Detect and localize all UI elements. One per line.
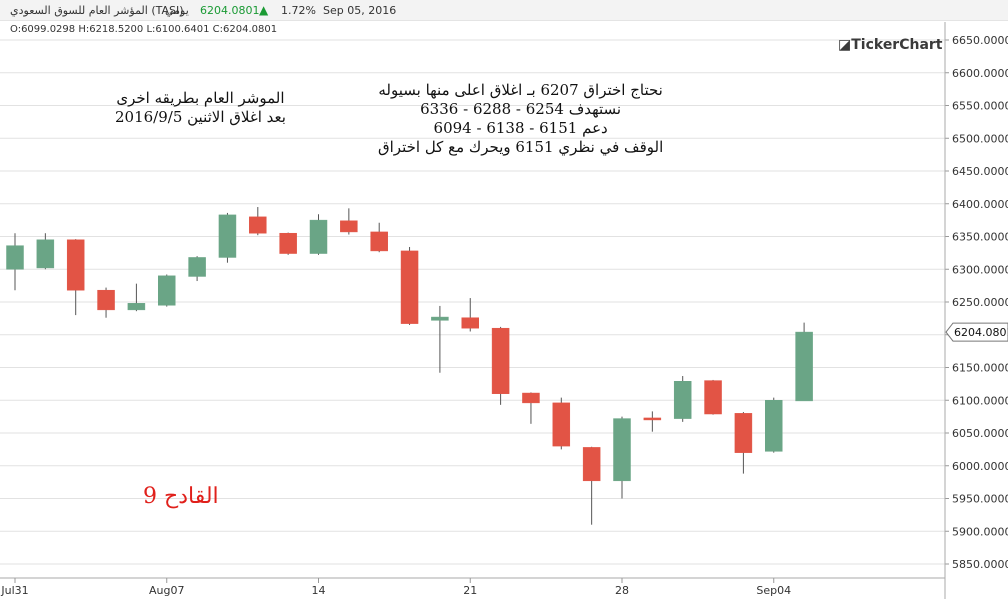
footer-label: القادح 9 bbox=[143, 484, 219, 509]
annotation-right: نحتاج اختراق 6207 بـ اغلاق اعلى منها بسي… bbox=[378, 81, 663, 157]
candle-body[interactable] bbox=[188, 257, 206, 277]
candle-body[interactable] bbox=[552, 402, 571, 447]
brand-name: TickerChart bbox=[851, 37, 943, 53]
y-tick-label: 6600.0000 bbox=[952, 67, 1008, 80]
candle-body[interactable] bbox=[127, 303, 146, 311]
candle-body[interactable] bbox=[461, 317, 479, 329]
candle-body[interactable] bbox=[218, 214, 237, 258]
x-tick-label: Sep04 bbox=[756, 584, 791, 597]
y-tick-label: 6350.0000 bbox=[952, 231, 1008, 244]
x-tick-label: 14 bbox=[312, 584, 326, 597]
candle-body[interactable] bbox=[704, 380, 722, 415]
change-percent: 1.72% bbox=[281, 4, 316, 17]
candle-body[interactable] bbox=[97, 289, 115, 311]
annotation-right-line4: الوقف في نظري 6151 ويحرك مع كل اختراق bbox=[378, 138, 664, 156]
candle-body[interactable] bbox=[249, 216, 267, 234]
annotation-left-line2: بعد اغلاق الاثنين 2016/9/5 bbox=[115, 108, 286, 126]
candle-body[interactable] bbox=[613, 418, 631, 482]
last-price-tag bbox=[945, 322, 1008, 342]
logo-icon: ◪ bbox=[838, 37, 852, 53]
annotation-right-line2: نستهدف 6254 - 6288 - 6336 bbox=[420, 100, 622, 118]
y-tick-label: 6450.0000 bbox=[952, 165, 1008, 178]
candle-body[interactable] bbox=[734, 413, 753, 453]
y-tick-label: 5900.0000 bbox=[952, 525, 1008, 538]
y-tick-label: 6400.0000 bbox=[952, 198, 1008, 211]
candle-body[interactable] bbox=[795, 331, 813, 402]
candle-body[interactable] bbox=[340, 220, 358, 233]
x-tick-label: 28 bbox=[615, 584, 629, 597]
y-tick-label: 5950.0000 bbox=[952, 493, 1008, 506]
candle-body[interactable] bbox=[36, 239, 55, 269]
up-arrow-icon: ▲ bbox=[259, 3, 269, 17]
candle-body[interactable] bbox=[643, 417, 662, 421]
x-tick-label: 21 bbox=[463, 584, 477, 597]
y-tick-label: 6650.0000 bbox=[952, 34, 1008, 47]
candle-body[interactable] bbox=[400, 250, 419, 324]
annotation-right-line1: نحتاج اختراق 6207 بـ اغلاق اعلى منها بسي… bbox=[378, 81, 663, 99]
annotation-left: الموشر العام بطريقه اخرى بعد اغلاق الاثن… bbox=[115, 89, 286, 127]
candle-body[interactable] bbox=[431, 316, 449, 321]
x-tick-label: Aug07 bbox=[149, 584, 184, 597]
y-tick-label: 6250.0000 bbox=[952, 296, 1008, 309]
y-tick-label: 6050.0000 bbox=[952, 427, 1008, 440]
candle-body[interactable] bbox=[673, 381, 692, 419]
y-tick-label: 5850.0000 bbox=[952, 558, 1008, 571]
candle-body[interactable] bbox=[158, 275, 176, 306]
ohlc-readout: O:6099.0298 H:6218.5200 L:6100.6401 C:62… bbox=[10, 24, 278, 35]
candle-body[interactable] bbox=[66, 239, 85, 291]
candle-body[interactable] bbox=[370, 231, 388, 252]
y-tick-label: 6300.0000 bbox=[952, 263, 1008, 276]
y-tick-label: 6000.0000 bbox=[952, 460, 1008, 473]
y-tick-label: 6100.0000 bbox=[952, 394, 1008, 407]
y-tick-label: 6150.0000 bbox=[952, 362, 1008, 375]
candle-body[interactable] bbox=[279, 232, 297, 254]
annotation-left-line1: الموشر العام بطريقه اخرى bbox=[116, 89, 285, 107]
candle-body[interactable] bbox=[6, 245, 24, 270]
candle-body[interactable] bbox=[522, 392, 540, 404]
brand-logo: ◪TickerChart bbox=[838, 37, 943, 53]
last-price-label: 6204.0801 bbox=[954, 326, 1008, 339]
period-label: يومي bbox=[165, 4, 189, 17]
candle-body[interactable] bbox=[582, 447, 601, 482]
y-tick-label: 6550.0000 bbox=[952, 100, 1008, 113]
y-tick-label: 6500.0000 bbox=[952, 132, 1008, 145]
symbol-label: المؤشر العام للسوق السعودي (TASI) bbox=[10, 4, 184, 17]
last-price-text: 6204.0801 bbox=[200, 4, 260, 17]
candle-body[interactable] bbox=[309, 219, 328, 254]
candle-body[interactable] bbox=[491, 327, 510, 394]
annotation-right-line3: دعم 6151 - 6138 - 6094 bbox=[433, 119, 608, 137]
date-label: Sep 05, 2016 bbox=[323, 4, 397, 17]
candle-body[interactable] bbox=[765, 400, 783, 452]
chart-header: المؤشر العام للسوق السعودي (TASI) يومي 6… bbox=[0, 0, 1008, 21]
x-tick-label: Jul31 bbox=[0, 584, 28, 597]
